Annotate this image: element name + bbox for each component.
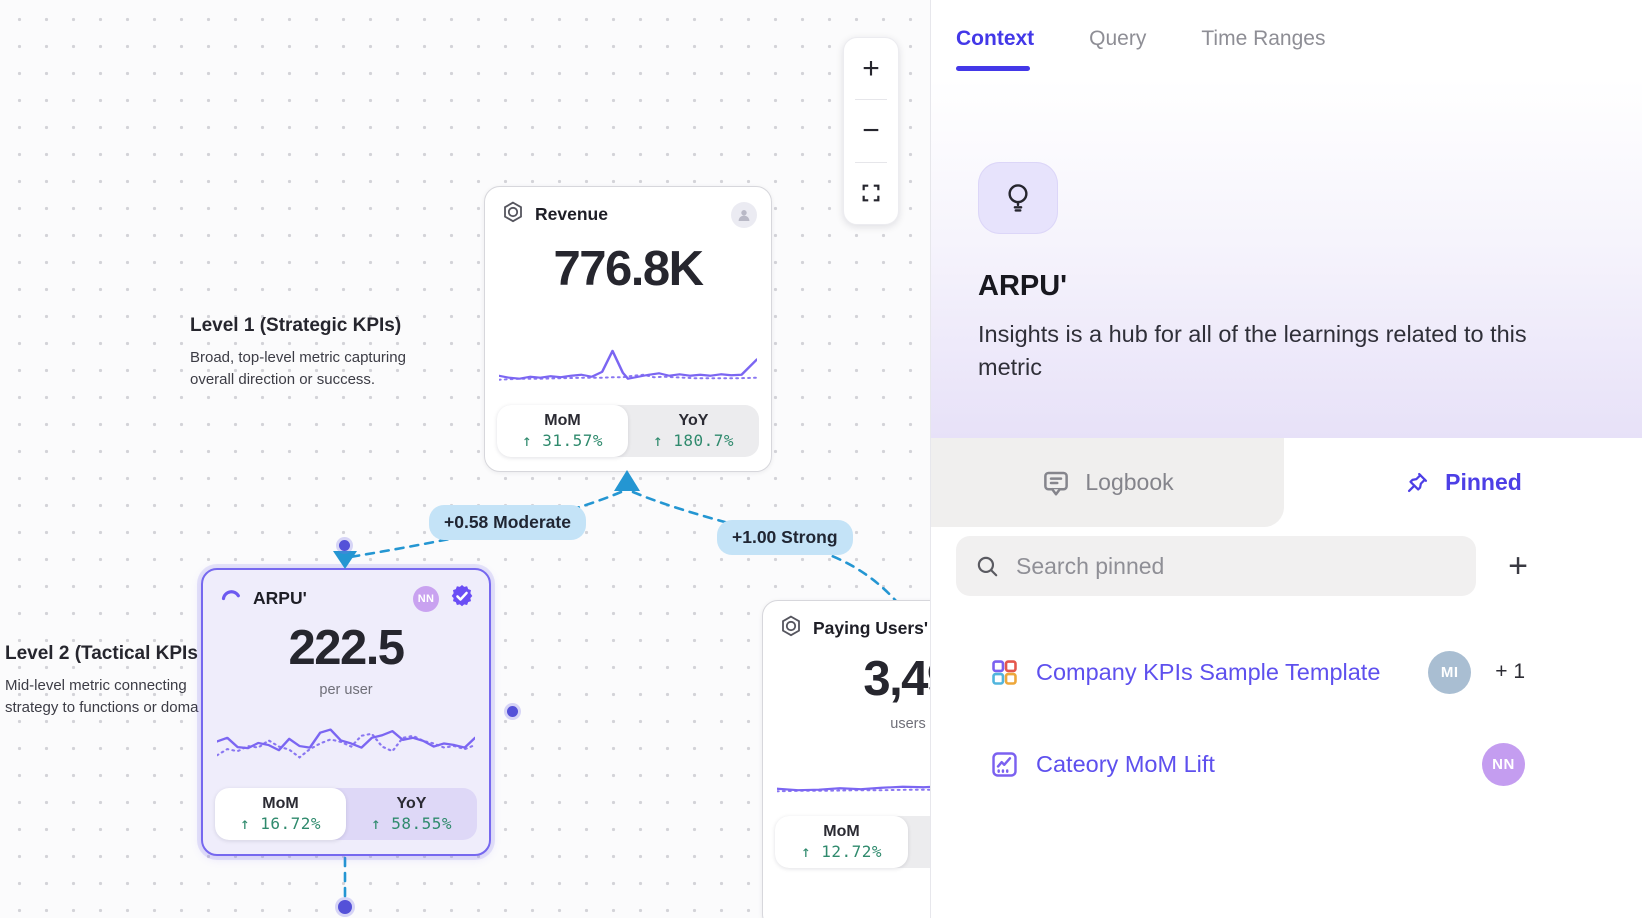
paying-period-toggle: MoM ↑ 12.72% [775, 816, 932, 868]
revenue-period-toggle: MoM ↑ 31.57% YoY ↑ 180.7% [497, 405, 759, 457]
correlation-label-moderate: +0.58 Moderate [429, 505, 586, 540]
paying-mom-segment[interactable]: MoM ↑ 12.72% [775, 816, 908, 868]
yoy-label: YoY [396, 795, 427, 812]
yoy-label: YoY [678, 412, 709, 429]
connection-handle-top[interactable] [339, 540, 350, 551]
arpu-mom-segment[interactable]: MoM ↑ 16.72% [215, 788, 346, 840]
mom-label: MoM [544, 412, 581, 429]
mom-value: ↑ 12.72% [800, 842, 883, 861]
subtab-logbook[interactable]: Logbook [931, 438, 1284, 527]
revenue-card-header: Revenue [501, 200, 757, 229]
arpu-card-header: ARPU' NN [219, 583, 475, 614]
level-2-label: Level 2 (Tactical KPIs Mid-level metric … [5, 643, 220, 719]
level-2-description: Mid-level metric connecting strategy to … [5, 677, 199, 716]
pinned-item-label[interactable]: Company KPIs Sample Template [1036, 658, 1381, 685]
sidebar-tab-bar: Context Query Time Ranges [931, 0, 1642, 78]
arpu-period-toggle: MoM ↑ 16.72% YoY ↑ 58.55% [215, 788, 477, 840]
additional-collaborators-count: + 1 [1495, 660, 1525, 683]
pinned-search-row: + [931, 536, 1642, 596]
level-1-label: Level 1 (Strategic KPIs) Broad, top-leve… [190, 315, 430, 391]
revenue-mom-segment[interactable]: MoM ↑ 31.57% [497, 405, 628, 457]
logbook-pinned-tabs: Logbook Pinned [931, 438, 1642, 527]
arpu-value: 222.5 [288, 621, 405, 675]
yoy-value: ↑ 180.7% [652, 431, 735, 450]
zoom-out-button[interactable]: − [862, 113, 880, 147]
insight-icon-card [978, 162, 1058, 234]
metric-card-paying-users[interactable]: Paying Users' 3,49 users MoM ↑ 12.72% [762, 600, 932, 918]
verified-check-badge [449, 583, 475, 614]
paying-yoy-segment[interactable] [908, 816, 932, 868]
chart-icon [992, 751, 1017, 777]
avatar-mi: MI [1428, 650, 1472, 694]
level-1-title: Level 1 (Strategic KPIs) [190, 315, 402, 336]
paying-card-title: Paying Users' [813, 618, 929, 638]
metric-card-revenue[interactable]: Revenue 776.8K MoM ↑ 31.57% YoY [484, 186, 772, 472]
logbook-comment-icon [1044, 471, 1069, 495]
avatar-nn: NN [1482, 742, 1525, 786]
lightbulb-icon [1008, 184, 1028, 212]
metric-tree-canvas[interactable]: Level 1 (Strategic KPIs) Broad, top-leve… [0, 0, 932, 918]
metric-description: Insights is a hub for all of the learnin… [978, 321, 1527, 381]
arpu-unit: per user [319, 682, 373, 698]
tab-query[interactable]: Query [1089, 27, 1147, 50]
divider [855, 99, 887, 101]
yoy-value: ↑ 58.55% [370, 814, 453, 833]
level-1-description: Broad, top-level metric capturing overal… [190, 349, 406, 388]
paying-unit: users [890, 716, 926, 732]
pushpin-icon [1408, 472, 1428, 493]
arpu-sparkline [217, 708, 475, 768]
pinned-item-label[interactable]: Cateory MoM Lift [1036, 750, 1215, 777]
zoom-in-button[interactable]: + [862, 51, 880, 85]
template-grid-icon [992, 659, 1017, 685]
subtab-logbook-label: Logbook [1085, 469, 1174, 495]
details-sidebar: Context Query Time Ranges ARPU' Insights… [930, 0, 1642, 918]
subtab-pinned[interactable]: Pinned [1284, 438, 1642, 527]
pinned-item-company-kpis[interactable]: Company KPIs Sample Template MI + 1 [931, 648, 1642, 696]
divider [855, 161, 887, 163]
connection-handle-bottom[interactable] [338, 900, 352, 914]
hexagon-metric-icon [779, 614, 803, 643]
subtab-pinned-label: Pinned [1445, 469, 1522, 495]
tab-time-ranges[interactable]: Time Ranges [1201, 27, 1326, 50]
metric-title: ARPU' [978, 270, 1068, 302]
user-avatar-icon [731, 201, 757, 228]
arpu-card-title: ARPU' [253, 588, 307, 608]
hexagon-metric-icon [501, 200, 525, 229]
fullscreen-icon [862, 184, 880, 202]
metric-card-arpu[interactable]: ARPU' NN 222.5 per user MoM ↑ 16.72% [201, 568, 491, 856]
level-2-title: Level 2 (Tactical KPIs [5, 643, 198, 664]
nn-avatar-badge: NN [413, 585, 439, 612]
add-pinned-button[interactable]: + [1508, 546, 1528, 585]
paying-card-header: Paying Users' [779, 614, 932, 643]
mom-label: MoM [823, 823, 860, 840]
correlation-label-strong: +1.00 Strong [717, 520, 853, 555]
paying-sparkline [777, 743, 932, 801]
arpu-yoy-segment[interactable]: YoY ↑ 58.55% [346, 788, 477, 840]
revenue-yoy-segment[interactable]: YoY ↑ 180.7% [628, 405, 759, 457]
paying-value: 3,49 [863, 652, 932, 706]
mom-label: MoM [262, 795, 299, 812]
revenue-sparkline [499, 332, 757, 390]
connection-handle-right[interactable] [507, 706, 518, 717]
search-pinned-box[interactable] [956, 536, 1476, 596]
revenue-value: 776.8K [553, 242, 704, 296]
active-tab-underline [956, 66, 1030, 71]
arc-metric-icon [219, 584, 243, 613]
tab-context[interactable]: Context [956, 27, 1035, 50]
search-pinned-input[interactable] [1014, 551, 1458, 581]
mom-value: ↑ 31.57% [521, 431, 604, 450]
revenue-card-title: Revenue [535, 204, 608, 224]
fit-view-button[interactable] [844, 163, 898, 224]
search-icon [977, 556, 998, 577]
metric-hero-section: ARPU' Insights is a hub for all of the l… [931, 78, 1642, 438]
pinned-item-cateory-mom-lift[interactable]: Cateory MoM Lift NN [931, 740, 1642, 788]
zoom-controls: + − [843, 37, 899, 225]
mom-value: ↑ 16.72% [239, 814, 322, 833]
